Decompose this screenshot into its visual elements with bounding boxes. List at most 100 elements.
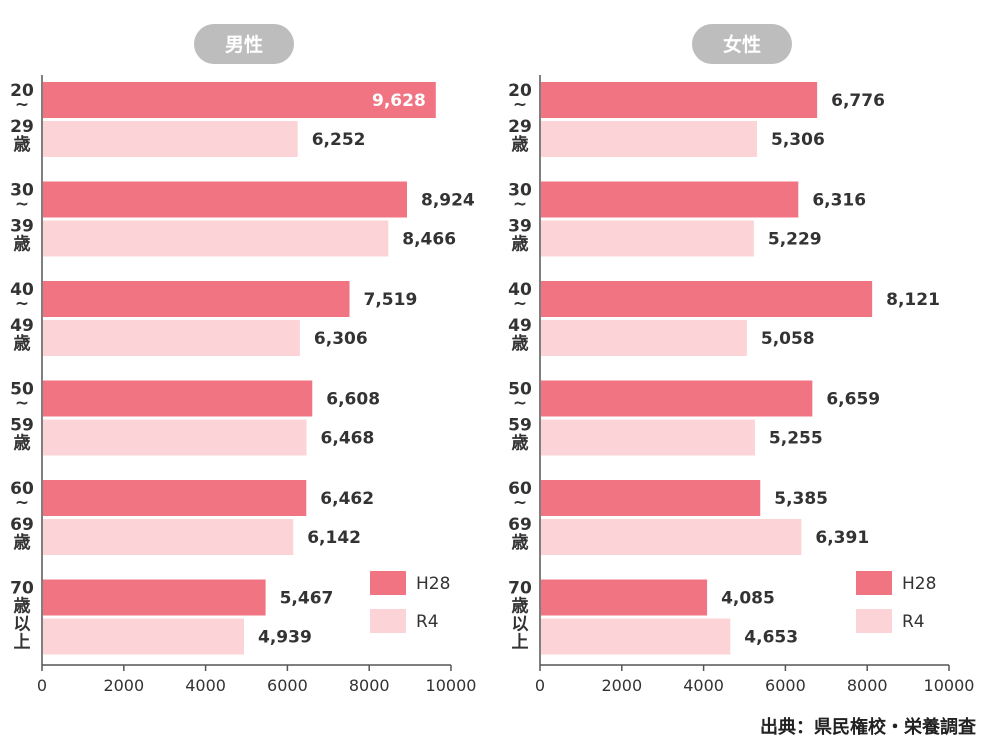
- bar-r4: [541, 220, 754, 257]
- x-tick-label: 6000: [267, 676, 308, 695]
- category-label: ~: [15, 195, 29, 215]
- legend-label: R4: [416, 612, 439, 632]
- x-tick-label: 6000: [765, 676, 806, 695]
- bar-h28: [541, 181, 799, 218]
- data-label: 5,229: [768, 230, 822, 250]
- category-label: 69: [508, 515, 532, 535]
- category-label: 歳: [14, 234, 31, 255]
- category-label: ~: [15, 294, 29, 314]
- legend-label: H28: [902, 574, 936, 594]
- bar-h28: [541, 380, 813, 417]
- x-tick-label: 8000: [349, 676, 390, 695]
- category-label: ~: [513, 294, 527, 314]
- category-label: ~: [513, 195, 527, 215]
- x-tick-label: 10000: [426, 676, 477, 695]
- x-tick-label: 8000: [847, 676, 888, 695]
- x-tick-label: 2000: [103, 676, 144, 695]
- category-label: 歳: [512, 134, 529, 155]
- data-label: 5,255: [769, 429, 823, 449]
- category-label: 29: [508, 117, 532, 137]
- bar-r4: [43, 519, 294, 555]
- category-label: ~: [513, 394, 527, 414]
- x-tick-label: 10000: [924, 676, 975, 695]
- category-label: 40: [508, 280, 532, 300]
- chart-panel-2: 女性0 2000 4000 6000 8000 1000020~29歳6,7765,306…: [508, 24, 974, 695]
- category-label: 49: [508, 316, 532, 336]
- legend-swatch-r4: [370, 609, 406, 633]
- category-label: ~: [15, 394, 29, 414]
- bar-r4: [541, 618, 731, 655]
- bar-r4: [541, 320, 747, 356]
- bar-r4: [541, 121, 758, 157]
- bar-h28: [541, 480, 761, 516]
- category-label: 70: [10, 579, 34, 599]
- data-label: 6,462: [320, 489, 374, 509]
- category-label: 69: [10, 515, 34, 535]
- bar-h28: [43, 82, 436, 118]
- data-label: 8,924: [421, 191, 475, 211]
- bar-r4: [43, 618, 245, 655]
- category-label: 上: [512, 633, 529, 653]
- category-label: 歳: [512, 596, 529, 617]
- source-note: 出典：県民権校・栄養調査: [760, 717, 976, 738]
- category-label: ~: [15, 95, 29, 115]
- category-label: ~: [513, 493, 527, 513]
- category-label: 歳: [14, 433, 31, 454]
- category-label: 歳: [512, 333, 529, 354]
- data-label: 6,468: [321, 429, 375, 449]
- category-label: 50: [508, 380, 532, 400]
- title-pill: [692, 24, 792, 64]
- category-label: 29: [10, 117, 34, 137]
- bar-r4: [541, 419, 755, 456]
- legend-label: H28: [416, 574, 450, 594]
- bar-h28: [541, 579, 708, 616]
- data-label: 5,306: [771, 130, 825, 150]
- category-label: 歳: [512, 433, 529, 454]
- x-tick-label: 0: [37, 676, 47, 695]
- bar-h28: [43, 281, 350, 317]
- data-label: 5,058: [761, 329, 815, 349]
- category-label: 20: [10, 81, 34, 101]
- category-label: 40: [10, 280, 34, 300]
- category-label: 以: [14, 615, 31, 635]
- data-label: 9,628: [372, 91, 426, 111]
- bar-h28: [43, 181, 407, 218]
- data-label: 7,519: [364, 290, 418, 310]
- data-label: 4,653: [744, 628, 798, 648]
- chart-title: 男性: [225, 33, 263, 56]
- category-label: 49: [10, 316, 34, 336]
- bar-h28: [43, 480, 307, 516]
- legend-label: R4: [902, 612, 925, 632]
- bar-h28: [541, 281, 873, 317]
- category-label: 20: [508, 81, 532, 101]
- category-label: 60: [508, 479, 532, 499]
- category-label: 歳: [14, 596, 31, 617]
- category-label: 50: [10, 380, 34, 400]
- bar-r4: [43, 121, 298, 157]
- data-label: 6,659: [826, 390, 880, 410]
- chart-panel-1: 男性0 2000 4000 6000 8000 1000020~29歳9,6286,252…: [10, 24, 476, 695]
- bar-h28: [541, 82, 818, 118]
- bar-r4: [43, 320, 300, 356]
- category-label: 39: [10, 217, 34, 237]
- x-tick-label: 2000: [601, 676, 642, 695]
- data-label: 6,252: [312, 130, 366, 150]
- data-label: 5,385: [774, 489, 828, 509]
- bar-r4: [541, 519, 802, 555]
- bar-r4: [43, 419, 307, 456]
- category-label: 30: [508, 181, 532, 201]
- x-tick-label: 4000: [683, 676, 724, 695]
- category-label: ~: [15, 493, 29, 513]
- category-label: 歳: [14, 134, 31, 155]
- data-label: 4,939: [258, 628, 312, 648]
- category-label: ~: [513, 95, 527, 115]
- x-tick-label: 0: [535, 676, 545, 695]
- data-label: 6,776: [831, 91, 885, 111]
- data-label: 6,391: [815, 528, 869, 548]
- legend-swatch-r4: [856, 609, 892, 633]
- category-label: 以: [512, 615, 529, 635]
- data-label: 4,085: [721, 589, 775, 609]
- legend-swatch-h28: [856, 571, 892, 595]
- title-pill: [194, 24, 294, 64]
